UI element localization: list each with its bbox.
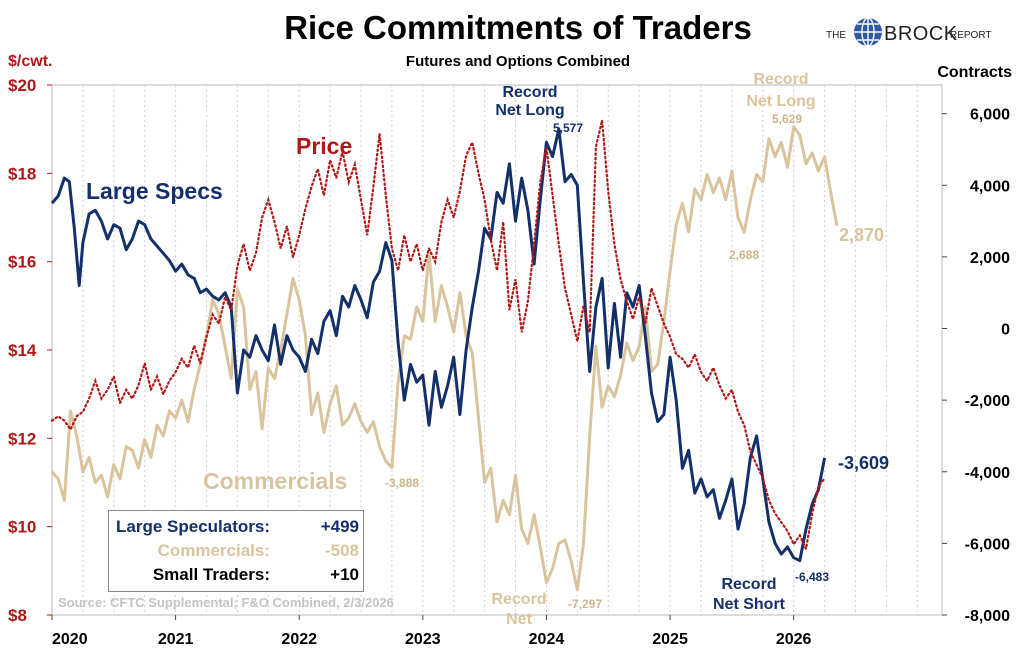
legend-value-commercials: -508	[324, 541, 359, 560]
left-axis-unit: $/cwt.	[8, 53, 52, 70]
left-tick-label: $18	[8, 164, 36, 183]
right-axis-unit: Contracts	[937, 64, 1012, 81]
logo-report: REPORT	[950, 30, 992, 41]
left-tick-label: $8	[8, 606, 27, 625]
ann-record-short-specs-line2: Net Short	[713, 596, 786, 613]
series-line-price	[50, 120, 826, 553]
legend-value-small-traders: +10	[330, 565, 359, 584]
right-tick-label: -6,000	[965, 536, 1010, 553]
right-tick-label: -2,000	[965, 393, 1010, 410]
ann-record-net-comm-line1: Record	[491, 591, 546, 608]
ann-record-long-comm-value: 5,629	[772, 112, 802, 126]
annotation-record-long-specs: Record Net Long 5,577	[495, 84, 583, 135]
annotation-record-long-comm: Record Net Long 5,629	[746, 71, 815, 126]
ann-comm-2688: 2,688	[729, 248, 759, 262]
ann-record-long-comm-line1: Record	[753, 71, 808, 88]
legend-value-large-speculators: +499	[320, 517, 359, 536]
ann-record-net-comm-line2: Net	[506, 611, 532, 628]
left-tick-label: $14	[8, 341, 37, 360]
chart-subtitle: Futures and Options Combined	[406, 53, 630, 70]
right-tick-label: 0	[1001, 322, 1010, 339]
brock-report-logo: THE BROCK REPORT	[826, 17, 992, 47]
ann-record-short-specs-line1: Record	[721, 576, 776, 593]
source-note: Source: CFTC Supplemental; F&O Combined,…	[58, 595, 394, 610]
series-line-commercials	[50, 125, 839, 592]
ann-comm-3888: -3,888	[385, 476, 419, 490]
x-tick-label: 2022	[281, 631, 317, 648]
last-value-specs: -3,609	[838, 453, 889, 473]
left-tick-label: $12	[8, 429, 36, 448]
legend-name-large-speculators: Large Speculators:	[116, 517, 270, 536]
series-layer	[50, 120, 839, 592]
ann-record-net-comm-value: -7,297	[568, 597, 602, 611]
right-axis-ticks: -8,000 -6,000 -4,000 -2,000 0 2,000 4,000 6,000	[942, 107, 1010, 625]
logo-the: THE	[826, 30, 846, 41]
label-large-specs: Large Specs	[86, 178, 223, 204]
x-tick-label: 2025	[652, 631, 688, 648]
legend-row-small-traders: Small Traders: +10	[109, 565, 365, 587]
right-tick-label: -4,000	[965, 465, 1010, 482]
x-tick-label: 2026	[776, 631, 812, 648]
x-tick-label: 2021	[158, 631, 194, 648]
left-tick-label: $20	[8, 76, 36, 95]
legend-name-commercials: Commercials:	[157, 541, 270, 560]
x-tick-label: 2024	[529, 631, 565, 648]
x-tick-label: 2020	[52, 631, 88, 648]
left-axis-ticks: $8 $10 $12 $14 $16 $18 $20	[8, 76, 52, 625]
annotation-record-short-specs: Record Net Short -6,483	[713, 570, 829, 613]
left-tick-label: $10	[8, 518, 36, 537]
annotation-record-net-comm: Record Net -7,297	[491, 591, 602, 628]
ann-record-short-specs-value: -6,483	[795, 570, 829, 584]
right-tick-label: -8,000	[965, 608, 1010, 625]
label-price: Price	[296, 133, 352, 159]
legend-box: Large Speculators: +499 Commercials: -50…	[108, 510, 364, 592]
right-tick-label: 4,000	[970, 178, 1010, 195]
globe-icon	[854, 17, 882, 47]
x-axis-ticks: 2020 2021 2022 2023 2024 2025 2026	[51, 615, 812, 648]
chart-title: Rice Commitments of Traders	[284, 9, 752, 46]
right-tick-label: 2,000	[970, 250, 1010, 267]
ann-record-long-specs-line1: Record	[502, 84, 557, 101]
ann-record-long-comm-line2: Net Long	[746, 93, 815, 110]
right-tick-label: 6,000	[970, 107, 1010, 124]
legend-row-large-speculators: Large Speculators: +499	[109, 517, 365, 539]
ann-record-long-specs-value: 5,577	[553, 121, 583, 135]
ann-record-long-specs-line2: Net Long	[495, 102, 564, 119]
logo-brock: BROCK	[884, 23, 958, 45]
label-commercials: Commercials	[203, 468, 347, 494]
left-tick-label: $16	[8, 253, 36, 272]
x-tick-label: 2023	[405, 631, 441, 648]
legend-row-commercials: Commercials: -508	[109, 541, 365, 563]
legend-name-small-traders: Small Traders:	[152, 565, 270, 584]
last-value-commercials: 2,870	[839, 225, 884, 245]
series-line-large-specs	[50, 127, 827, 563]
